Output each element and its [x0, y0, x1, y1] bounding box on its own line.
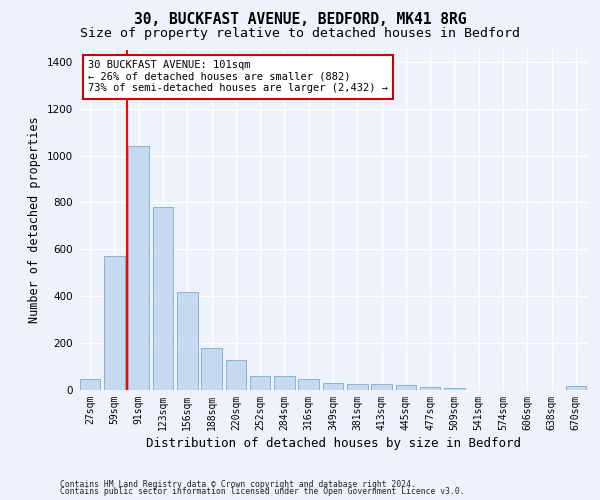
Y-axis label: Number of detached properties: Number of detached properties	[28, 116, 41, 324]
Bar	[152, 207, 173, 390]
Text: 30, BUCKFAST AVENUE, BEDFORD, MK41 8RG: 30, BUCKFAST AVENUE, BEDFORD, MK41 8RG	[134, 12, 466, 28]
Bar	[274, 376, 295, 390]
Text: 30 BUCKFAST AVENUE: 101sqm
← 26% of detached houses are smaller (882)
73% of sem: 30 BUCKFAST AVENUE: 101sqm ← 26% of deta…	[88, 60, 388, 94]
Bar	[80, 380, 100, 390]
Bar	[298, 380, 319, 390]
Bar	[395, 386, 416, 390]
Bar	[444, 388, 465, 390]
Bar	[128, 146, 149, 390]
Bar	[566, 386, 586, 390]
Bar	[177, 292, 197, 390]
Bar	[347, 384, 368, 390]
Text: Contains HM Land Registry data © Crown copyright and database right 2024.: Contains HM Land Registry data © Crown c…	[60, 480, 416, 489]
Bar	[323, 383, 343, 390]
Bar	[371, 384, 392, 390]
Bar	[226, 360, 246, 390]
Text: Contains public sector information licensed under the Open Government Licence v3: Contains public sector information licen…	[60, 488, 464, 496]
Bar	[104, 256, 125, 390]
X-axis label: Distribution of detached houses by size in Bedford: Distribution of detached houses by size …	[146, 437, 521, 450]
Bar	[420, 387, 440, 390]
Bar	[250, 376, 271, 390]
Bar	[201, 348, 222, 390]
Text: Size of property relative to detached houses in Bedford: Size of property relative to detached ho…	[80, 28, 520, 40]
